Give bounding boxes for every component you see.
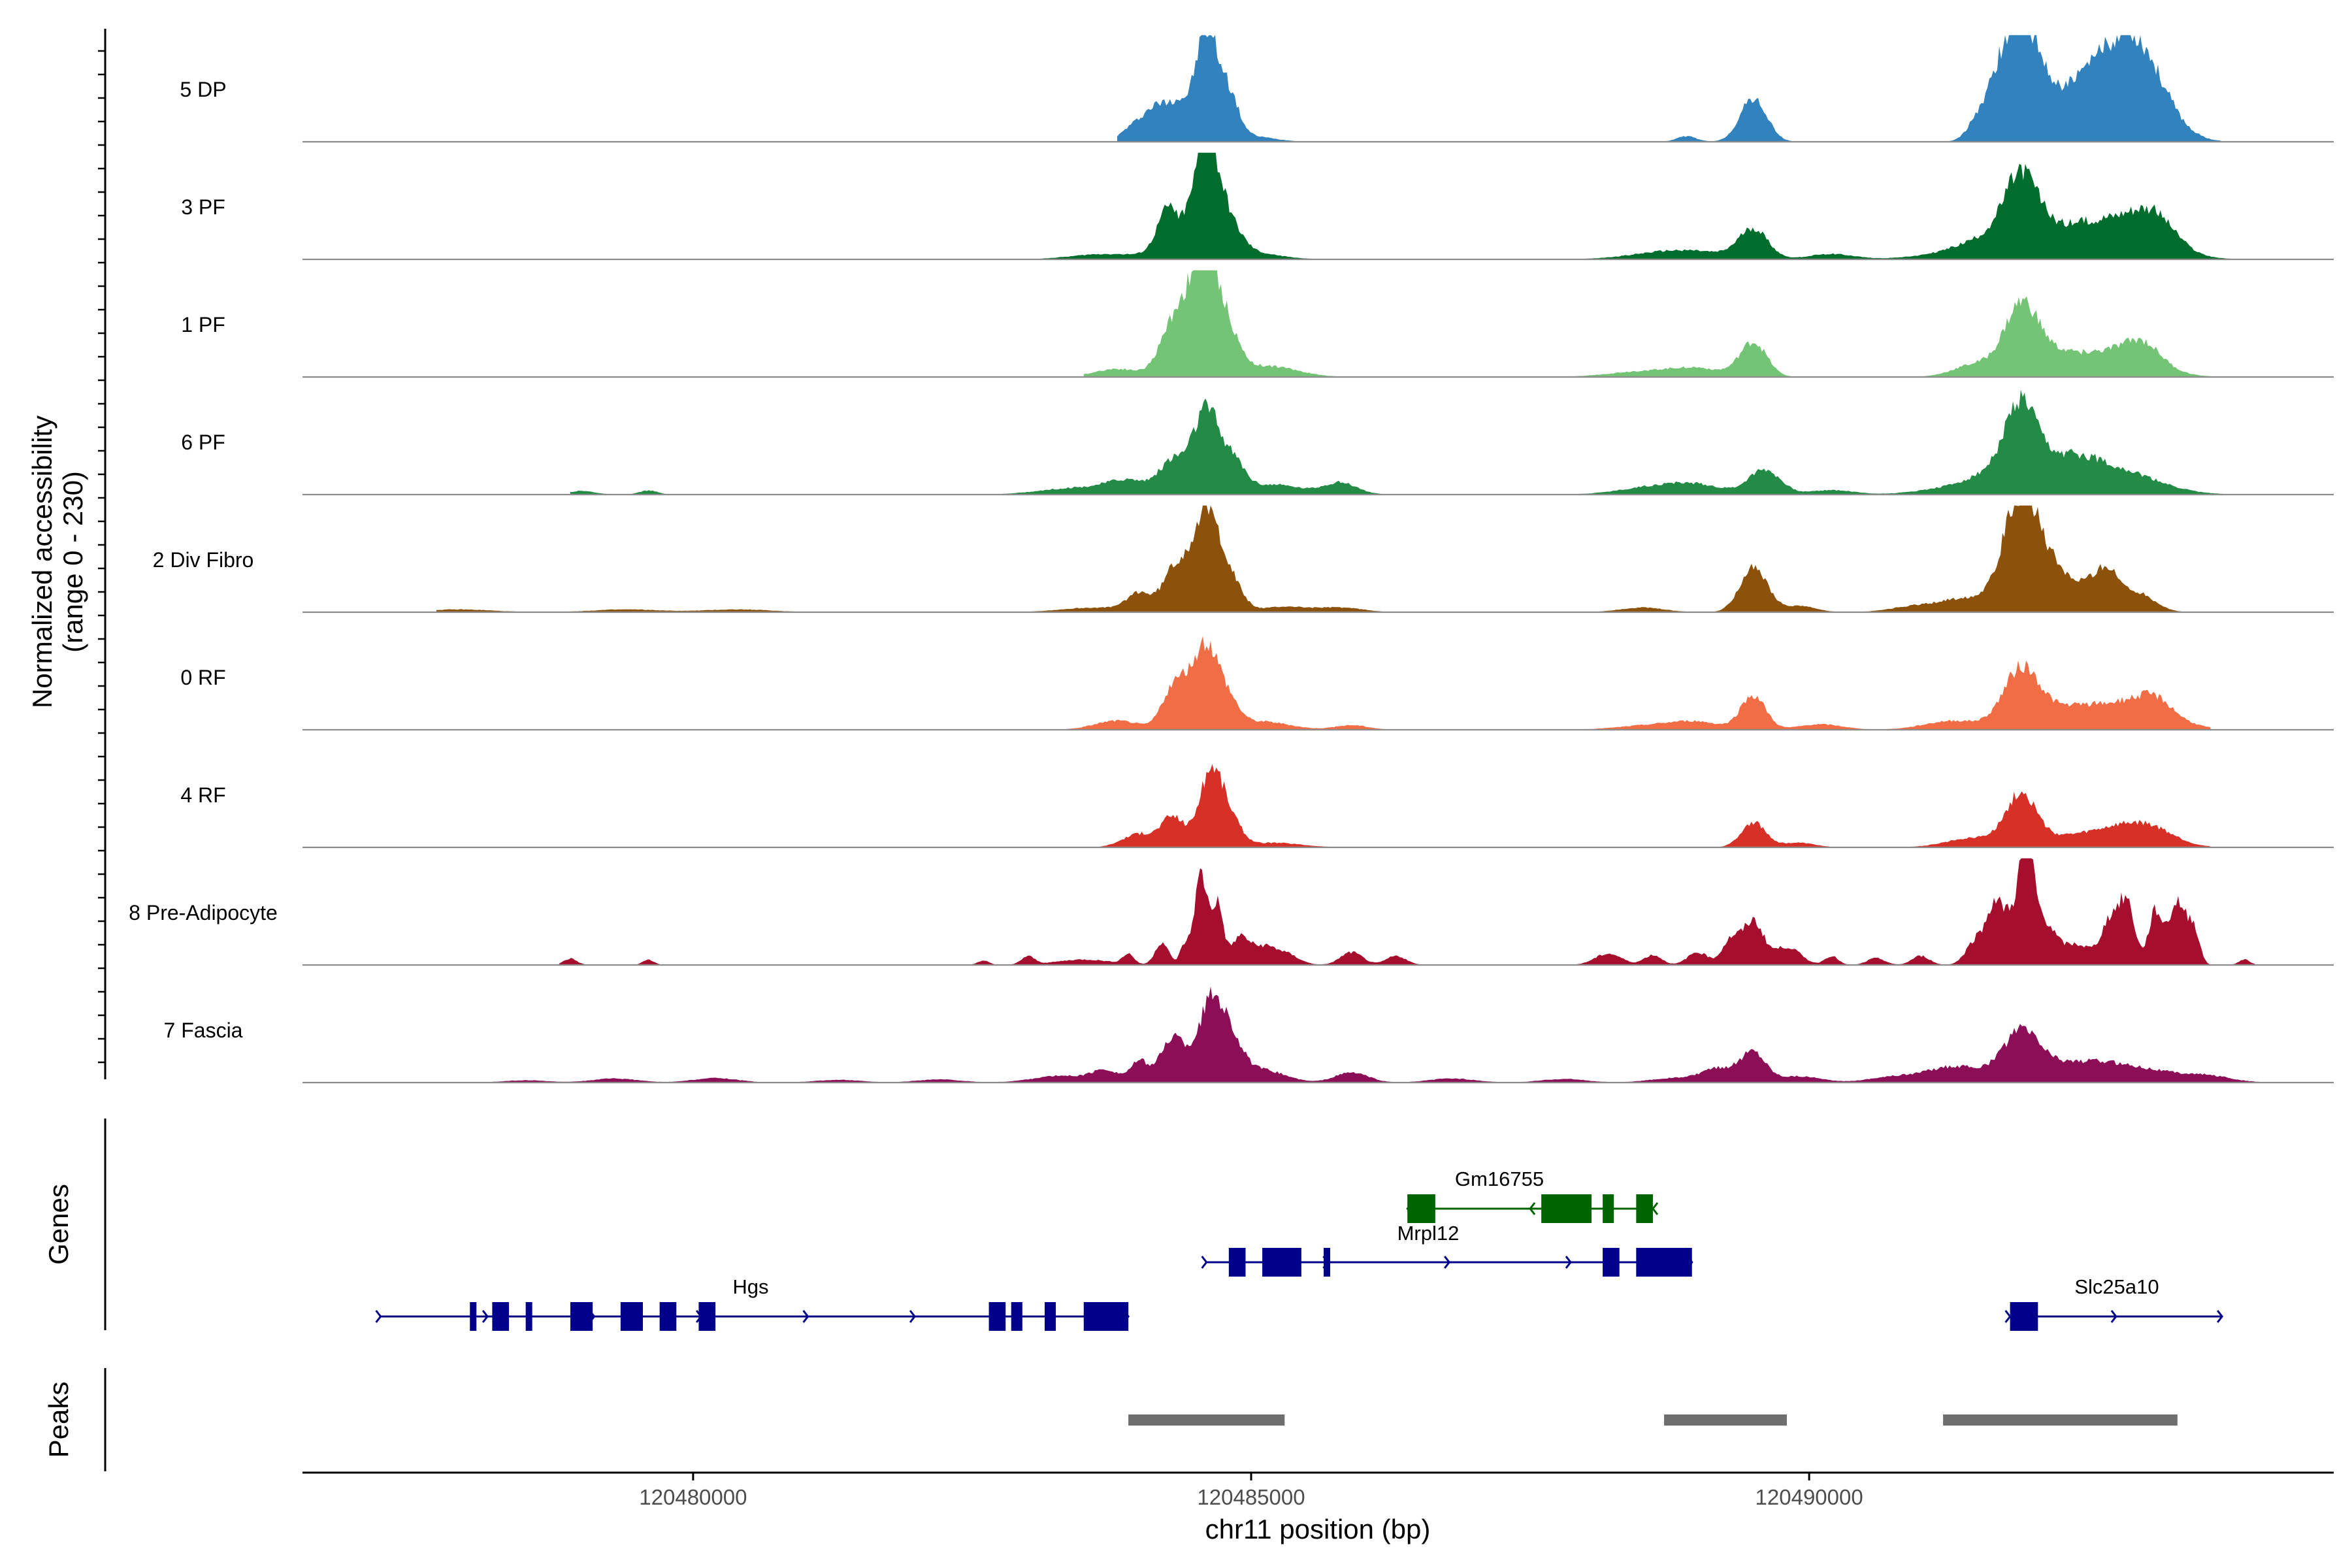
coverage-area-8-pre-adipocyte (559, 858, 2256, 965)
gene-label: Hgs (732, 1275, 768, 1298)
gene-exon (1603, 1248, 1620, 1277)
coverage-area-2-div-fibro (436, 505, 2267, 612)
gene-label: Slc25a10 (2074, 1275, 2159, 1298)
track-label: 5 DP (180, 78, 226, 101)
x-tick-label: 120485000 (1197, 1485, 1305, 1509)
strand-arrow (2216, 1310, 2224, 1323)
coverage-area-4-rf (1061, 764, 2212, 847)
x-tick-label: 120480000 (639, 1485, 747, 1509)
coverage-area-7-fascia (436, 986, 2278, 1083)
track-label: 8 Pre-Adipocyte (129, 901, 278, 924)
coverage-area-5-dp (1117, 35, 2223, 142)
peaks-panel-label: Peaks (43, 1382, 74, 1458)
strand-arrow (802, 1310, 809, 1323)
x-axis-ticks: 120480000 120485000 120490000 (639, 1473, 1863, 1509)
gene-annotations: Gm16755 Mrpl12 Hgs Slc25a10 (375, 1168, 2224, 1331)
track-3-pf: 3 PF (181, 152, 2334, 261)
track-7-fascia: 7 Fascia (164, 986, 2334, 1084)
genes-panel-label: Genes (43, 1184, 74, 1265)
peak-region (1664, 1414, 1787, 1426)
coverage-area-6-pf (570, 389, 2256, 495)
track-6-pf: 6 PF (181, 389, 2334, 496)
gene-mrpl12: Mrpl12 (1201, 1222, 1693, 1277)
gene-exon (1228, 1248, 1246, 1277)
strand-arrow (2110, 1310, 2117, 1323)
track-1-pf: 1 PF (181, 270, 2334, 378)
strand-arrow (2004, 1310, 2012, 1323)
gene-slc25a10: Slc25a10 (2004, 1275, 2224, 1331)
peak-region (1128, 1414, 1285, 1426)
track-5-dp: 5 DP (180, 35, 2334, 143)
gene-label: Gm16755 (1455, 1168, 1544, 1190)
coverage-tracks: 5 DP 3 PF 1 PF 6 PF 2 Div Fibro 0 RF 4 RF 8 Pre… (129, 35, 2334, 1084)
y-axis-coverage (98, 29, 106, 1079)
y-axis-label-line2: (range 0 - 230) (57, 471, 88, 653)
gene-exon (1541, 1194, 1592, 1223)
gene-exon (620, 1302, 644, 1331)
gene-exon (525, 1302, 532, 1331)
strand-arrow (1652, 1202, 1659, 1215)
gene-exon (1324, 1248, 1331, 1277)
gene-exon (988, 1302, 1006, 1331)
gene-exon (1083, 1302, 1129, 1331)
strand-arrow (1444, 1256, 1451, 1269)
strand-arrow (909, 1310, 916, 1323)
track-label: 7 Fascia (164, 1019, 243, 1042)
x-axis-label: chr11 position (bp) (1205, 1514, 1431, 1544)
track-label: 0 RF (180, 666, 225, 689)
peak-regions (1128, 1414, 2178, 1426)
gene-exon (1636, 1194, 1653, 1223)
gene-exon (1603, 1194, 1614, 1223)
track-label: 1 PF (181, 313, 225, 336)
track-0-rf: 0 RF (180, 636, 2334, 731)
coverage-area-1-pf (1083, 270, 2212, 377)
gene-exon (1011, 1302, 1022, 1331)
strand-arrow (1529, 1202, 1536, 1215)
gene-label: Mrpl12 (1397, 1222, 1460, 1245)
gene-exon (492, 1302, 510, 1331)
track-2-div-fibro: 2 Div Fibro (153, 505, 2334, 613)
peak-region (1943, 1414, 2178, 1426)
gene-exon (1262, 1248, 1301, 1277)
strand-arrow (1201, 1256, 1208, 1269)
track-label: 4 RF (180, 783, 225, 807)
coverage-area-0-rf (436, 636, 2212, 730)
x-tick-label: 120490000 (1756, 1485, 1863, 1509)
gene-exon (659, 1302, 677, 1331)
gene-exon (2010, 1302, 2038, 1331)
gene-exon (1044, 1302, 1056, 1331)
y-axis-label-line1: Normalized accessibility (27, 416, 57, 708)
track-label: 2 Div Fibro (153, 548, 254, 572)
track-8-pre-adipocyte: 8 Pre-Adipocyte (129, 858, 2334, 966)
strand-arrow (375, 1310, 382, 1323)
gene-exon (1636, 1248, 1692, 1277)
track-label: 6 PF (181, 431, 225, 454)
strand-arrow (482, 1310, 489, 1323)
track-4-rf: 4 RF (180, 764, 2334, 849)
coverage-area-3-pf (414, 152, 2267, 259)
gene-gm16755: Gm16755 (1406, 1168, 1659, 1223)
strand-arrow (1565, 1256, 1572, 1269)
gene-exon (698, 1302, 716, 1331)
gene-exon (1407, 1194, 1435, 1223)
gene-exon (570, 1302, 593, 1331)
track-label: 3 PF (181, 195, 225, 219)
gene-hgs: Hgs (375, 1275, 1130, 1331)
gene-exon (470, 1302, 477, 1331)
